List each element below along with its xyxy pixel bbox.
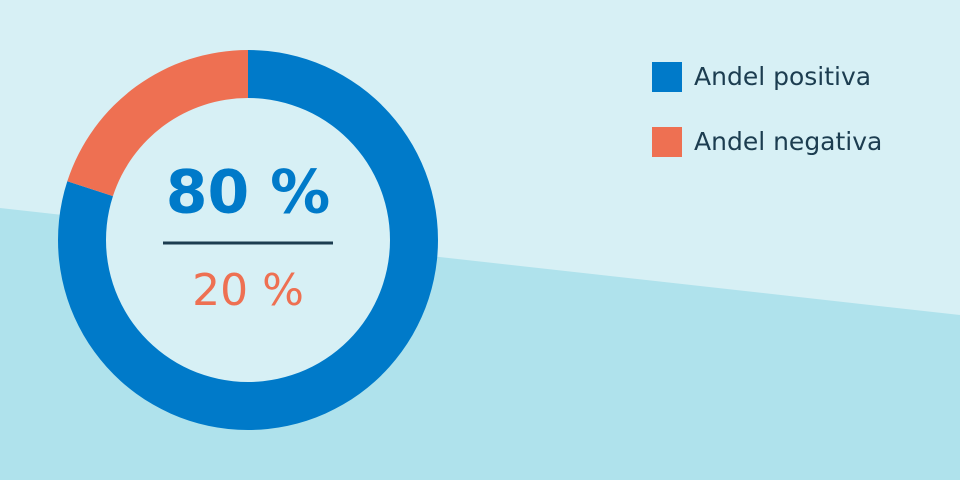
value-label: 20 % (192, 265, 304, 316)
legend-swatch (652, 62, 682, 92)
donut-segment (67, 50, 249, 197)
legend-label: Andel positiva (694, 62, 871, 91)
legend-swatch (652, 127, 682, 157)
legend-label: Andel negativa (694, 127, 882, 156)
value-label: 80 % (166, 158, 331, 228)
donut-center (105, 97, 391, 383)
